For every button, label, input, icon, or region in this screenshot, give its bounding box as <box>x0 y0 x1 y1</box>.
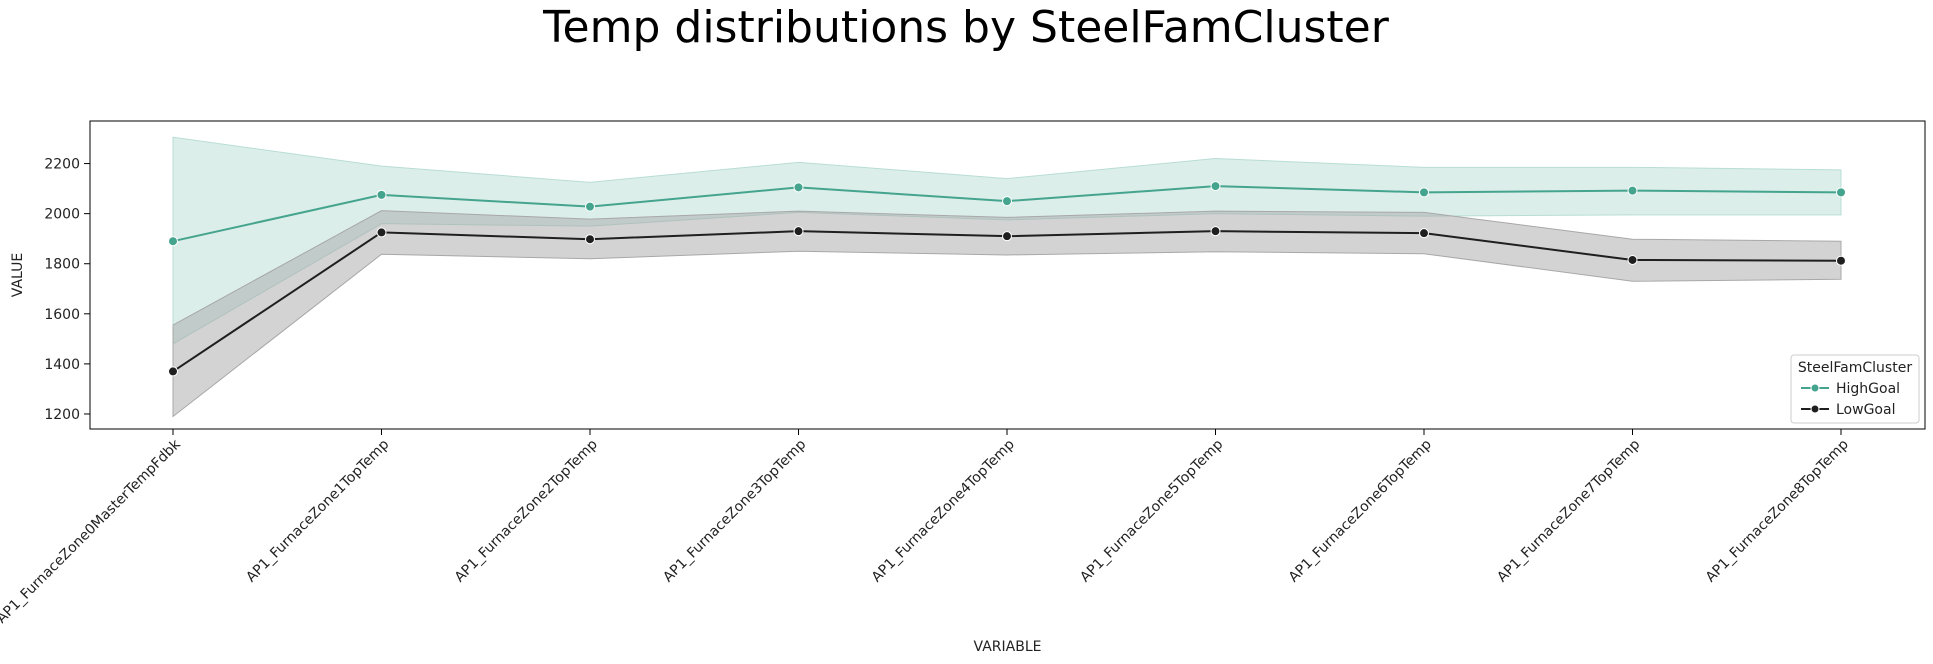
y-tick-label: 1400 <box>44 357 80 373</box>
legend-title: SteelFamCluster <box>1798 360 1912 376</box>
x-tick-label: AP1_FurnaceZone4TopTemp <box>869 436 1018 585</box>
lowgoal-point <box>1002 231 1012 242</box>
x-tick-label: AP1_FurnaceZone8TopTemp <box>1703 436 1852 585</box>
y-tick-label: 2200 <box>44 157 80 173</box>
highgoal-point <box>376 189 387 200</box>
series-markers <box>168 181 1846 377</box>
highgoal-point <box>585 201 595 212</box>
lowgoal-point <box>1210 226 1221 237</box>
legend-label-highgoal: HighGoal <box>1836 381 1900 397</box>
lowgoal-point <box>585 234 595 245</box>
lowgoal-point <box>1419 228 1429 239</box>
highgoal-point <box>1627 185 1638 196</box>
lowgoal-point <box>1627 254 1638 265</box>
legend: SteelFamCluster HighGoal LowGoal <box>1790 354 1920 424</box>
x-tick-label: AP1_FurnaceZone0MasterTempFdbk <box>0 436 184 627</box>
x-tick-label: AP1_FurnaceZone7TopTemp <box>1494 436 1643 585</box>
legend-marker-lowgoal <box>1810 404 1820 414</box>
lowgoal-band <box>172 210 1842 418</box>
x-axis: AP1_FurnaceZone0MasterTempFdbk AP1_Furnac… <box>0 429 1852 627</box>
y-tick-label: 1600 <box>44 307 80 323</box>
x-tick-label: AP1_FurnaceZone2TopTemp <box>452 436 601 585</box>
highgoal-point <box>1002 196 1012 207</box>
legend-marker-highgoal <box>1810 383 1820 393</box>
x-tick-label: AP1_FurnaceZone6TopTemp <box>1286 436 1435 585</box>
y-axis-label: VALUE <box>10 253 26 297</box>
lowgoal-point <box>168 366 178 377</box>
x-tick-label: AP1_FurnaceZone3TopTemp <box>660 436 809 585</box>
highgoal-point <box>168 236 178 247</box>
y-tick-label: 1200 <box>44 407 80 423</box>
highgoal-point <box>793 182 804 193</box>
lowgoal-point <box>376 227 387 238</box>
lowgoal-point <box>793 226 804 237</box>
y-axis: 1200 1400 1600 1800 2000 2200 <box>44 157 90 423</box>
highgoal-point <box>1419 187 1429 198</box>
highgoal-point <box>1210 181 1221 192</box>
y-tick-label: 2000 <box>44 207 80 223</box>
lowgoal-point <box>1836 255 1846 266</box>
chart-title: Temp distributions by SteelFamCluster <box>542 2 1390 53</box>
confidence-bands <box>172 136 1842 418</box>
x-tick-label: AP1_FurnaceZone1TopTemp <box>243 436 392 585</box>
legend-label-lowgoal: LowGoal <box>1836 402 1895 418</box>
highgoal-point <box>1836 187 1846 198</box>
y-tick-label: 1800 <box>44 257 80 273</box>
x-tick-label: AP1_FurnaceZone5TopTemp <box>1077 436 1226 585</box>
x-axis-label: VARIABLE <box>974 639 1042 655</box>
legend-box <box>1790 354 1920 424</box>
